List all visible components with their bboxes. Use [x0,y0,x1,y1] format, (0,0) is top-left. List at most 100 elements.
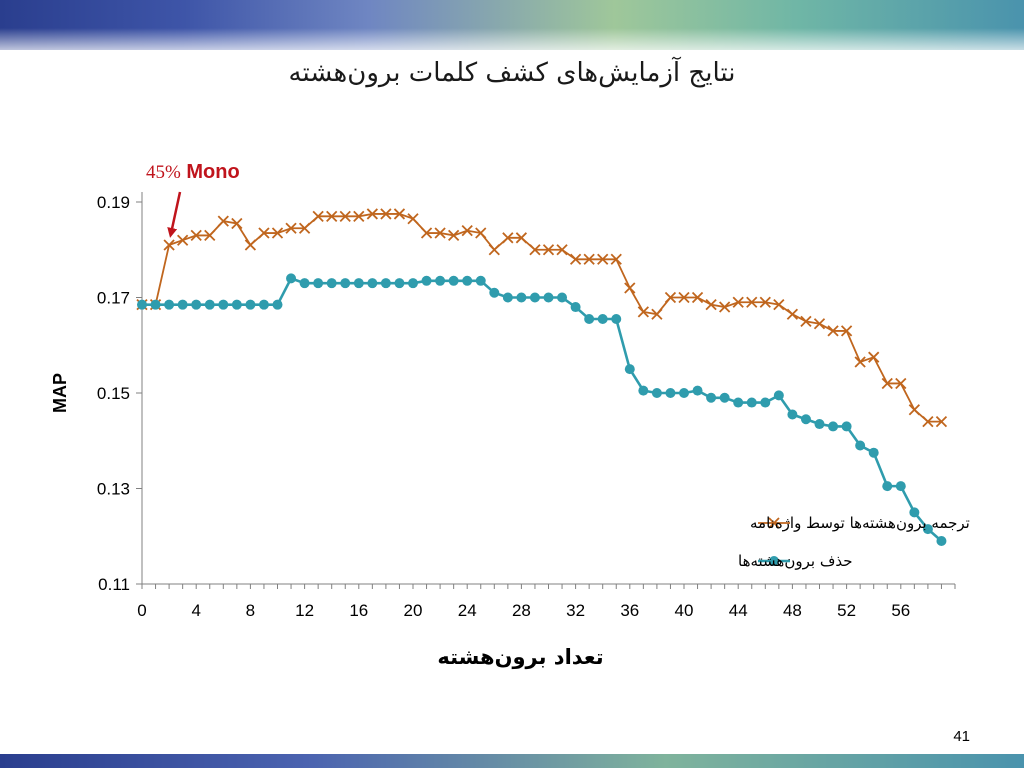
data-point [407,213,419,225]
data-point [827,325,839,337]
data-point [326,278,337,289]
legend-marker-translate [768,517,780,529]
data-point [611,313,622,324]
data-point [435,275,446,286]
data-point [177,234,189,246]
data-point [719,301,731,313]
y-ticks: 0.11 0.13 0.15 0.17 0.19 [97,193,142,594]
data-point [908,404,920,416]
data-point [828,421,839,432]
data-point [570,302,581,313]
data-point [529,244,541,256]
data-point [231,217,243,230]
annotation-arrow [167,191,182,238]
data-point [732,296,744,308]
data-point [624,364,635,375]
data-point [286,273,297,284]
data-point [746,397,757,408]
data-point [597,253,609,265]
data-point [651,308,663,320]
data-point [516,292,527,303]
annotation-text: 45% Mono [146,161,240,183]
data-point [461,225,473,237]
data-point [597,313,608,324]
data-point [882,481,893,492]
x-tick-label: 0 [137,601,146,620]
data-point [366,208,378,220]
data-point [542,244,555,256]
data-point [191,299,202,310]
data-point [380,278,391,289]
data-point [800,315,812,328]
data-point [367,278,378,289]
data-point [475,227,487,239]
data-point [502,292,513,303]
data-point [543,292,554,303]
data-point [583,253,595,265]
series-remove [137,273,947,547]
data-point [394,278,405,289]
data-point [244,239,257,251]
slide-title: نتایج آزمایش‌های کشف کلمات برون‌هشته [288,58,736,88]
data-point [556,244,568,256]
x-tick-label: 48 [783,601,802,620]
y-tick-label: 0.17 [97,289,130,308]
data-point [245,299,256,310]
data-point [679,388,689,398]
data-point [664,291,677,304]
data-point [380,208,392,220]
data-point [258,227,270,239]
x-axis-label: تعداد برون‌هشته [437,645,603,669]
bottom-gradient-band [0,754,1024,768]
data-point [706,392,717,403]
data-point [285,222,297,234]
x-tick-label: 28 [512,601,531,620]
series-line [142,276,943,543]
y-tick-label: 0.15 [97,384,130,403]
data-point [448,275,459,286]
data-point [420,227,433,239]
annotation-percent: 45% [146,162,181,183]
x-tick-label: 32 [566,601,585,620]
data-point [787,409,798,420]
y-axis-label: MAP [50,373,70,413]
data-point [719,392,730,403]
data-point [800,414,811,425]
data-point [529,292,540,303]
data-point [705,299,717,311]
data-point [326,210,338,222]
data-point [217,215,229,227]
data-point [163,239,175,251]
data-point [759,296,771,308]
data-point [339,210,351,222]
data-point [936,536,947,547]
data-point [922,524,933,535]
data-point [773,390,784,401]
x-tick-label: 44 [729,601,748,620]
data-point [665,388,676,398]
data-point [312,210,324,222]
data-point [895,377,907,390]
data-point [868,351,880,363]
data-point [353,210,365,222]
data-point [340,278,351,289]
data-point [298,222,311,234]
data-point [150,299,161,310]
data-point [895,481,906,492]
data-point [922,416,934,428]
data-point [204,229,216,242]
data-point [881,377,893,390]
x-tick-label: 24 [458,601,477,620]
x-tick-label: 40 [675,601,694,620]
annotation-label: Mono [186,161,239,183]
series-line [142,213,942,423]
series [136,208,948,547]
data-point [218,299,229,310]
y-tick-label: 0.19 [97,193,130,212]
data-point [258,299,269,310]
legend-item-translate: ترجمه برون‌هشته‌ها توسط واژه‌نامه [750,514,970,532]
data-point [231,299,242,310]
data-point [448,229,460,242]
data-point [164,299,175,310]
